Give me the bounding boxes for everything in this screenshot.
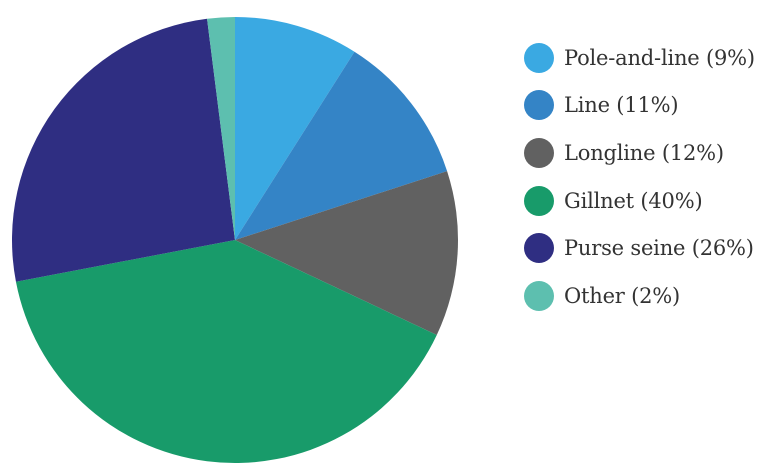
legend-label-1: Line (11%) bbox=[564, 93, 678, 117]
legend-label-3: Gillnet (40%) bbox=[564, 189, 702, 213]
legend-swatch-4 bbox=[524, 233, 554, 263]
legend: Pole-and-line (9%) Line (11%) Longline (12… bbox=[524, 34, 755, 320]
pie-slices bbox=[12, 17, 458, 463]
legend-item-2: Longline (12%) bbox=[524, 129, 755, 177]
legend-label-2: Longline (12%) bbox=[564, 141, 724, 165]
legend-swatch-1 bbox=[524, 90, 554, 120]
legend-swatch-3 bbox=[524, 186, 554, 216]
legend-label-0: Pole-and-line (9%) bbox=[564, 46, 755, 70]
legend-swatch-2 bbox=[524, 138, 554, 168]
legend-item-5: Other (2%) bbox=[524, 272, 755, 320]
legend-swatch-0 bbox=[524, 43, 554, 73]
legend-label-5: Other (2%) bbox=[564, 284, 680, 308]
legend-item-4: Purse seine (26%) bbox=[524, 224, 755, 272]
legend-label-4: Purse seine (26%) bbox=[564, 236, 754, 260]
legend-item-3: Gillnet (40%) bbox=[524, 177, 755, 225]
pie-chart bbox=[0, 0, 480, 474]
legend-swatch-5 bbox=[524, 281, 554, 311]
legend-item-1: Line (11%) bbox=[524, 82, 755, 130]
legend-item-0: Pole-and-line (9%) bbox=[524, 34, 755, 82]
pie-slice-4 bbox=[12, 19, 235, 282]
